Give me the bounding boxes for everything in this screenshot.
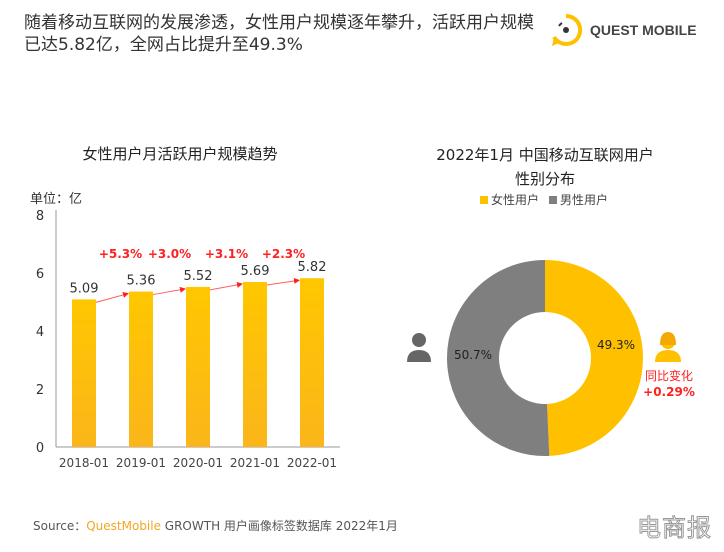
growth-arrow xyxy=(95,291,129,303)
bar xyxy=(186,286,210,447)
y-tick-label: 4 xyxy=(36,325,44,340)
pie-chart-title: 2022年1月 中国移动互联网用户 性别分布 xyxy=(410,143,680,191)
growth-arrow xyxy=(209,281,243,291)
hair xyxy=(660,332,676,345)
legend-female-label: 女性用户 xyxy=(491,193,540,207)
growth-label: +2.3% xyxy=(262,247,305,261)
male-user-icon xyxy=(407,333,431,362)
source-brand: QuestMobile xyxy=(86,519,161,533)
logo-text: QUEST MOBILE xyxy=(590,22,697,38)
logo: QUEST MOBILE xyxy=(548,12,697,48)
pie-legend: 女性用户 男性用户 xyxy=(480,191,608,208)
y-tick-label: 8 xyxy=(36,209,44,224)
source-rest: GROWTH 用户画像标签数据库 2022年1月 xyxy=(160,519,398,533)
yoy-change-label: 同比变化 xyxy=(645,368,693,383)
watermark: 电商报 xyxy=(637,514,712,543)
head xyxy=(412,333,426,347)
bar xyxy=(243,281,267,447)
pie-title-text: 2022年1月 中国移动互联网用户 性别分布 xyxy=(436,146,654,188)
bar xyxy=(300,278,324,447)
male-share-label: 50.7% xyxy=(454,348,492,362)
legend-male-label: 男性用户 xyxy=(560,193,609,207)
x-tick-label: 2019-01 xyxy=(116,456,166,470)
growth-arrow xyxy=(152,286,186,296)
bar-value-label: 5.09 xyxy=(70,281,99,296)
female-share-label: 49.3% xyxy=(597,338,635,352)
body xyxy=(655,350,681,362)
growth-arrow xyxy=(266,277,300,286)
legend-male: 男性用户 xyxy=(549,191,608,208)
donut-slice xyxy=(446,260,550,456)
bar xyxy=(72,299,96,447)
x-tick-label: 2018-01 xyxy=(59,456,109,470)
legend-female: 女性用户 xyxy=(480,191,539,208)
bar-value-label: 5.36 xyxy=(127,274,156,289)
growth-label: +3.0% xyxy=(148,247,191,261)
x-tick-label: 2020-01 xyxy=(173,456,223,470)
source-prefix: Source： xyxy=(33,519,87,533)
y-tick-label: 0 xyxy=(36,441,44,456)
body xyxy=(407,350,431,362)
y-tick-label: 6 xyxy=(36,267,44,282)
bar-value-label: 5.69 xyxy=(241,264,270,279)
source-note: Source：QuestMobile GROWTH 用户画像标签数据库 2022… xyxy=(33,517,398,534)
growth-label: +5.3% xyxy=(99,247,142,261)
x-tick-label: 2021-01 xyxy=(230,456,280,470)
x-tick-label: 2022-01 xyxy=(287,456,337,470)
bar-chart-title: 女性用户月活跃用户规模趋势 xyxy=(82,145,278,163)
bar-value-label: 5.82 xyxy=(298,260,327,275)
page-title: 随着移动互联网的发展渗透，女性用户规模逐年攀升，活跃用户规模已达5.82亿，全网… xyxy=(24,13,534,55)
female-user-icon xyxy=(655,332,681,362)
bar xyxy=(129,291,153,447)
growth-label: +3.1% xyxy=(205,247,248,261)
y-tick-label: 2 xyxy=(36,383,44,398)
bar-value-label: 5.52 xyxy=(184,269,213,284)
quest-mobile-logo-icon xyxy=(552,13,583,46)
y-axis-unit: 单位：亿 xyxy=(30,192,83,207)
yoy-change-value: +0.29% xyxy=(643,385,695,399)
donut-slice xyxy=(545,260,643,456)
